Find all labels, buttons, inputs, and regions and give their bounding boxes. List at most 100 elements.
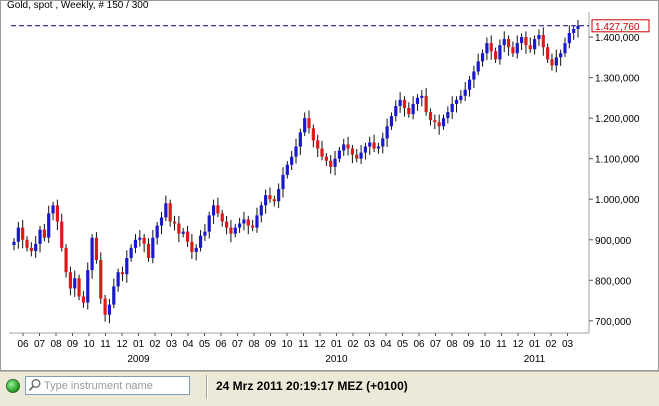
y-tick-label: 1.300,000 <box>595 74 640 85</box>
candle-body <box>398 99 402 106</box>
x-month-label: 07 <box>34 339 46 350</box>
candle-body <box>120 272 125 275</box>
candle-body <box>229 227 233 234</box>
candle-body <box>559 53 563 58</box>
candle-body <box>320 148 324 157</box>
candle-body <box>251 225 255 228</box>
candle-body <box>38 229 42 244</box>
candle-body <box>51 205 55 214</box>
candle-body <box>164 203 168 218</box>
instrument-search[interactable] <box>25 376 190 395</box>
candle-body <box>125 258 129 275</box>
status-separator <box>206 375 207 399</box>
candle-body <box>415 97 420 104</box>
candle-body <box>42 229 46 238</box>
candle-body <box>103 298 107 315</box>
candle-body <box>272 199 276 202</box>
candle-body <box>138 237 142 240</box>
candle-body <box>342 144 346 151</box>
candle-body <box>151 237 155 258</box>
candle-body <box>116 272 120 287</box>
candle-body <box>86 270 90 303</box>
x-month-label: 08 <box>248 339 260 350</box>
candle-body <box>550 59 554 66</box>
candle-body <box>290 156 294 165</box>
candle-body <box>238 223 242 228</box>
last-price-box <box>591 19 650 33</box>
candle-body <box>554 57 558 66</box>
candle-body <box>216 205 220 214</box>
candle-body <box>498 45 502 60</box>
candle-body <box>489 43 493 52</box>
instrument-search-input[interactable] <box>44 378 187 393</box>
candle-body <box>485 43 489 54</box>
candle-body <box>129 247 133 258</box>
candle-body <box>255 215 259 228</box>
candle-body <box>47 213 51 238</box>
candle-body <box>511 47 515 54</box>
candle-body <box>346 144 350 149</box>
candle-body <box>155 225 159 238</box>
candle-body <box>376 146 381 149</box>
candle-body <box>16 227 20 242</box>
candle-body <box>576 25 580 29</box>
candle-body <box>168 203 172 222</box>
candle-body <box>428 112 433 121</box>
candle-body <box>220 213 224 222</box>
candle-body <box>55 205 59 222</box>
last-price-label: 1.427,760 <box>595 22 640 33</box>
candle-body <box>450 103 454 113</box>
x-month-label: 03 <box>562 339 574 350</box>
candle-body <box>303 118 307 133</box>
candle-body <box>541 35 545 48</box>
candle-body <box>60 221 64 248</box>
candle-body <box>268 195 272 200</box>
candle-body <box>493 51 498 60</box>
candle-body <box>441 118 446 127</box>
x-month-label: 04 <box>380 339 392 350</box>
candlestick-chart: 700,000 800,000 900,000 1.000,000 1.100,000 1… <box>9 12 650 365</box>
x-month-label: 10 <box>281 339 293 350</box>
candle-body <box>463 89 467 96</box>
candle-body <box>112 286 116 305</box>
candle-body <box>316 140 320 149</box>
candle-body <box>285 164 289 175</box>
candle-body <box>64 247 68 273</box>
candle-body <box>311 128 315 141</box>
candle-body <box>329 160 333 167</box>
candle-body <box>359 152 363 159</box>
connection-status-icon <box>6 379 20 393</box>
candle-body <box>194 247 198 252</box>
candle-body <box>73 278 77 289</box>
candle-body <box>181 231 185 234</box>
candle-body <box>68 272 72 289</box>
chart-title: Gold, spot , Weekly, # 150 / 300 <box>7 0 149 11</box>
candle-body <box>324 156 328 161</box>
candle-body <box>567 33 571 44</box>
candle-body <box>381 138 385 147</box>
y-tick-label: 1.400,000 <box>595 33 640 44</box>
candle-body <box>185 231 190 242</box>
candle-body <box>133 239 138 248</box>
candle-body <box>198 235 203 248</box>
status-bar: 24 Mrz 2011 20:19:17 MEZ (+0100) <box>0 371 659 406</box>
candle-body <box>520 37 524 44</box>
y-tick-label: 1.100,000 <box>595 155 640 166</box>
y-tick-label: 900,000 <box>595 236 632 247</box>
candle-body <box>21 227 25 240</box>
candle-body <box>480 53 485 62</box>
y-tick-label: 1.200,000 <box>595 114 640 125</box>
x-month-label: 10 <box>479 339 491 350</box>
candle-body <box>146 243 151 258</box>
candle-body <box>25 239 29 248</box>
x-month-label: 05 <box>397 339 409 350</box>
candle-body <box>233 227 237 234</box>
candle-body <box>411 103 415 115</box>
x-month-label: 07 <box>430 339 442 350</box>
candle-body <box>277 189 281 202</box>
candle-body <box>172 221 177 224</box>
candle-body <box>90 237 94 271</box>
y-tick-label: 700,000 <box>595 317 632 328</box>
candle-body <box>424 95 428 113</box>
x-month-label: 10 <box>83 339 95 350</box>
